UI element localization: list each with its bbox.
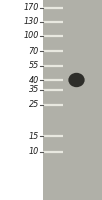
Text: 100: 100 xyxy=(23,31,39,40)
Text: 170: 170 xyxy=(23,3,39,12)
Text: 10: 10 xyxy=(29,148,39,156)
Text: 15: 15 xyxy=(29,132,39,141)
Text: 55: 55 xyxy=(29,62,39,71)
Text: 130: 130 xyxy=(23,17,39,26)
Text: 35: 35 xyxy=(29,85,39,94)
Ellipse shape xyxy=(68,73,85,87)
Bar xyxy=(43,0,102,200)
Text: 70: 70 xyxy=(29,47,39,56)
Text: 40: 40 xyxy=(29,76,39,85)
Text: 25: 25 xyxy=(29,100,39,109)
